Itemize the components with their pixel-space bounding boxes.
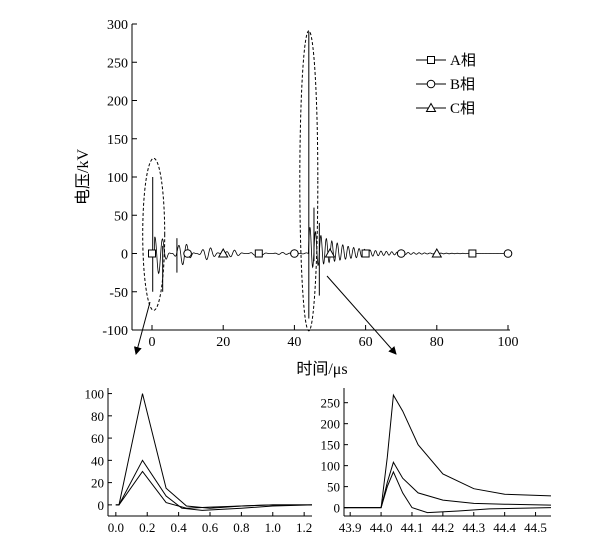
x-tick-label: 0.2 [139,520,155,535]
zoom-left-chart: 0 20 40 60 80 100 0.0 0.2 0.4 0.6 0.8 1.0 1.2 [85,387,313,535]
x-tick-label: 60 [359,335,373,350]
series-line-2 [115,459,313,511]
zoom-right-chart: 0 50 100 150 200 250 43.9 44.0 44.1 44.2 44.3 44.4 4… [321,388,552,535]
marker-square [148,249,156,258]
series-line-1 [344,393,552,509]
y-tick-label: 250 [107,56,128,71]
y-tick-label: 0 [121,248,128,263]
marker-triangle [324,247,336,258]
marker-triangle [217,247,229,258]
x-tick-label: 20 [216,335,230,350]
y-tick-label: 300 [107,18,128,33]
y-tick-label: 200 [107,95,128,110]
x-tick-label: 0.8 [233,520,249,535]
y-tick-label: 200 [321,417,341,432]
x-tick-label: 44.2 [431,520,454,535]
x-tick-label: 43.9 [339,520,362,535]
y-tick-label: 50 [114,209,128,224]
x-tick-label: 100 [498,335,519,350]
marker-circle [290,249,299,258]
marker-square [468,249,477,258]
series-line-2 [344,461,552,509]
callout-arrow-right [326,275,397,355]
series-line-1 [115,393,312,509]
marker-triangle [431,247,443,258]
zoom-callouts [133,275,397,355]
x-tick-label: 44.3 [462,520,485,535]
series-line-3 [344,470,552,514]
y-tick-label: 100 [107,171,128,186]
y-tick-label: -50 [109,286,128,301]
legend: A相 B相 C相 [416,52,476,117]
x-tick-label: 0.0 [108,520,124,535]
legend-label: B相 [450,76,475,93]
x-tick-label: 44.5 [524,520,547,535]
y-tick-label: 100 [321,459,341,474]
marker-square [361,249,370,258]
y-axis-title: 电压/kV [74,149,92,205]
marker-circle [396,249,406,258]
legend-label: C相 [450,100,475,117]
y-tick-label: -100 [102,324,128,339]
legend-marker-circle [426,79,436,89]
x-tick-label: 44.1 [401,520,424,535]
series-line-3 [115,470,312,509]
callout-arrow-left [133,301,151,355]
x-tick-label: 80 [430,335,444,350]
x-tick-label: 0 [149,335,156,350]
legend-marker-triangle [425,102,437,112]
y-tick-label: 50 [327,480,340,495]
x-tick-label: 1.0 [265,520,281,535]
legend-label: A相 [450,52,476,69]
highlight-ellipse-2 [299,30,319,332]
y-tick-label: 80 [91,409,104,424]
waveform-oscillation [148,227,508,275]
y-tick-label: 20 [91,476,104,491]
y-tick-label: 40 [91,453,104,468]
y-tick-label: 0 [334,501,341,516]
x-tick-label: 1.2 [296,520,312,535]
y-tick-label: 0 [98,498,105,513]
x-axis-title: 时间/μs [296,360,347,378]
y-tick-label: 60 [91,431,104,446]
legend-marker-square [427,56,435,64]
x-tick-label: 0.4 [170,520,187,535]
marker-circle [183,249,192,258]
y-tick-label: 100 [85,387,105,402]
highlight-ellipse-1 [142,157,166,311]
y-tick-label: 150 [107,133,128,148]
y-tick-label: 150 [321,438,341,453]
x-tick-label: 40 [287,335,301,350]
x-tick-label: 0.6 [202,520,219,535]
y-tick-label: 250 [321,396,341,411]
marker-circle [503,249,513,258]
x-tick-label: 44.4 [493,520,516,535]
main-chart: -100 -50 0 50 100 150 200 250 300 0 20 40 60 80 100 时间/… [74,18,519,378]
x-tick-label: 44.0 [370,520,393,535]
marker-square [254,249,263,258]
